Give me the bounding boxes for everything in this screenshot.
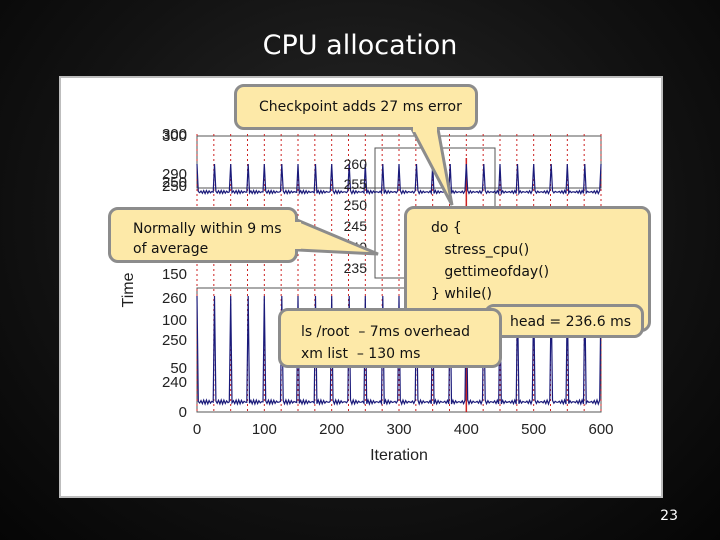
inset-y-tick-label: 255 [344, 176, 368, 192]
x-tick-label: 0 [193, 421, 201, 438]
ls-xm-callout: ls /root – 7ms overhead xm list – 130 ms [278, 308, 502, 368]
normally-pointer [295, 217, 379, 256]
x-tick-label: 200 [319, 421, 344, 438]
y-tick-label: 50 [170, 360, 187, 377]
y-tick-label: 250 [162, 174, 187, 191]
overhead-callout-text: head = 236.6 ms [510, 314, 632, 330]
x-tick-label: 100 [252, 421, 277, 438]
y-tick-label: 150 [162, 266, 187, 283]
y-tick-label: 300 [162, 128, 187, 145]
y-tick-label: 0 [179, 404, 187, 421]
y-tick-label-overlay: 250 [162, 332, 187, 349]
checkpoint-callout-text: Checkpoint adds 27 ms error [259, 99, 462, 115]
x-tick-label: 600 [588, 421, 613, 438]
y-tick-label-upper: 250 [162, 178, 187, 195]
x-axis-label: Iteration [370, 447, 428, 464]
page-number: 23 [660, 508, 678, 524]
y-tick-label: 100 [162, 312, 187, 329]
y-tick-label-upper: 300 [162, 126, 187, 143]
x-tick-label: 400 [454, 421, 479, 438]
x-tick-label: 300 [386, 421, 411, 438]
y-tick-label-upper: 290 [162, 166, 187, 183]
loop-callout-text: do { stress_cpu() gettimeofday() } while… [431, 220, 550, 302]
ls-xm-callout-text: ls /root – 7ms overhead xm list – 130 ms [301, 324, 470, 362]
checkpoint-callout: Checkpoint adds 27 ms error [234, 84, 478, 130]
upper-series-line [196, 163, 602, 196]
normally-callout-text: Normally within 9 ms of average [133, 221, 282, 257]
inset-y-tick-label: 245 [344, 218, 368, 234]
inset-y-tick-label: 260 [344, 156, 368, 172]
y-tick-label-overlay: 260 [162, 290, 187, 307]
y-tick-label-overlay: 240 [162, 374, 187, 391]
inset-y-tick-label: 235 [344, 260, 368, 276]
y-axis-label: Time [120, 272, 137, 307]
slide-title: CPU allocation [262, 30, 458, 61]
normally-callout: Normally within 9 ms of average [108, 207, 298, 263]
inset-y-tick-label: 250 [344, 197, 368, 213]
overhead-callout: head = 236.6 ms [484, 304, 644, 338]
checkpoint-pointer [409, 127, 454, 206]
x-tick-label: 500 [521, 421, 546, 438]
